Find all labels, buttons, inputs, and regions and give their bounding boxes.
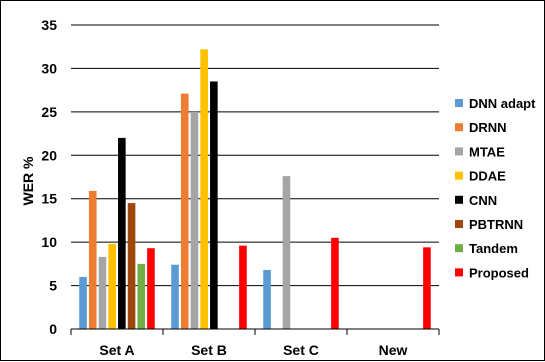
bar bbox=[190, 111, 199, 329]
y-tick-label: 10 bbox=[41, 234, 57, 250]
bars bbox=[79, 49, 431, 330]
bar bbox=[108, 243, 116, 329]
bar bbox=[200, 49, 208, 329]
bar bbox=[263, 269, 271, 329]
bar bbox=[239, 245, 247, 329]
x-tick-label: Set C bbox=[283, 342, 319, 358]
y-tick-label: 15 bbox=[41, 191, 57, 207]
legend-swatch bbox=[455, 195, 463, 204]
grid-lines bbox=[71, 24, 439, 287]
bar bbox=[210, 81, 218, 330]
legend-label: MTAE bbox=[469, 144, 505, 159]
x-tick-label: New bbox=[379, 342, 408, 358]
bar bbox=[98, 256, 107, 329]
bar bbox=[88, 190, 97, 329]
bar bbox=[137, 263, 146, 329]
bar bbox=[127, 203, 136, 329]
x-tick-label: Set A bbox=[99, 342, 134, 358]
bar bbox=[118, 137, 126, 329]
legend-swatch bbox=[455, 220, 463, 228]
bar bbox=[331, 237, 339, 329]
bar bbox=[171, 264, 179, 329]
legend-swatch bbox=[455, 123, 463, 132]
bar bbox=[423, 247, 431, 329]
x-tick-label: Set B bbox=[191, 342, 227, 358]
bar bbox=[180, 93, 189, 330]
legend-swatch bbox=[455, 244, 463, 253]
legend-label: DDAE bbox=[469, 169, 506, 184]
legend-swatch bbox=[455, 99, 463, 107]
y-axis-label: WER % bbox=[20, 156, 36, 206]
legend-swatch bbox=[455, 171, 463, 180]
y-tick-label: 0 bbox=[49, 321, 57, 337]
y-tick-label: 35 bbox=[41, 17, 57, 33]
y-tick-labels: 0 5 10 15 20 25 30 35 bbox=[41, 17, 57, 337]
y-tick-label: 5 bbox=[49, 278, 57, 294]
bar bbox=[79, 276, 87, 329]
bar bbox=[282, 176, 291, 329]
legend-label: PBTRNN bbox=[469, 217, 523, 232]
x-tick-labels: Set A Set B Set C New bbox=[99, 342, 407, 358]
y-tick-label: 20 bbox=[41, 147, 57, 163]
legend: DNN adapt DRNN MTAE DDAE CNN PBTRNN Tandem Prop… bbox=[455, 96, 536, 280]
y-tick-label: 30 bbox=[41, 60, 57, 76]
legend-label: Tandem bbox=[469, 241, 518, 256]
legend-label: DRNN bbox=[469, 120, 507, 135]
legend-label: Proposed bbox=[469, 265, 529, 280]
y-tick-label: 25 bbox=[41, 104, 57, 120]
legend-label: CNN bbox=[469, 193, 497, 208]
legend-label: DNN adapt bbox=[469, 96, 536, 111]
x-axis bbox=[70, 328, 440, 335]
bar bbox=[147, 248, 155, 329]
legend-swatch bbox=[455, 147, 463, 156]
legend-swatch bbox=[455, 268, 463, 277]
